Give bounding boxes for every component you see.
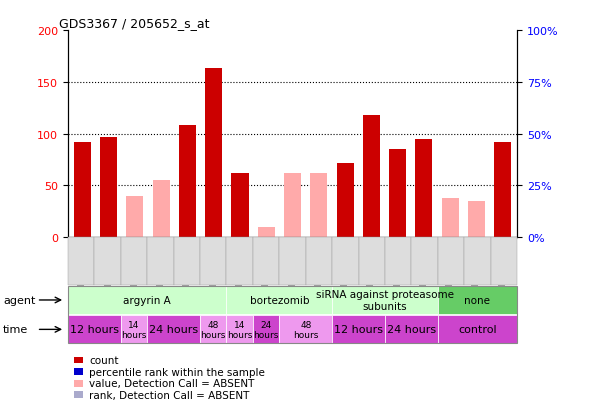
Bar bbox=[126, 196, 144, 237]
Text: time: time bbox=[3, 325, 28, 335]
Text: 24 hours: 24 hours bbox=[387, 325, 436, 335]
Text: count: count bbox=[89, 355, 119, 365]
Bar bbox=[152, 181, 170, 237]
Bar bbox=[494, 142, 511, 237]
Bar bbox=[389, 150, 406, 237]
Text: 48
hours: 48 hours bbox=[200, 320, 226, 339]
Text: 12 hours: 12 hours bbox=[334, 325, 383, 335]
Text: none: none bbox=[465, 295, 491, 305]
Bar bbox=[336, 163, 353, 237]
Bar bbox=[363, 116, 380, 237]
Bar bbox=[74, 142, 91, 237]
Text: rank, Detection Call = ABSENT: rank, Detection Call = ABSENT bbox=[89, 390, 249, 400]
Bar bbox=[100, 137, 117, 237]
Text: GDS3367 / 205652_s_at: GDS3367 / 205652_s_at bbox=[59, 17, 209, 30]
Bar bbox=[441, 198, 459, 237]
Text: 24 hours: 24 hours bbox=[149, 325, 198, 335]
Bar bbox=[284, 173, 301, 237]
Text: 48
hours: 48 hours bbox=[293, 320, 319, 339]
Text: 12 hours: 12 hours bbox=[70, 325, 119, 335]
Text: value, Detection Call = ABSENT: value, Detection Call = ABSENT bbox=[89, 378, 255, 388]
Text: bortezomib: bortezomib bbox=[249, 295, 309, 305]
Text: siRNA against proteasome
subunits: siRNA against proteasome subunits bbox=[316, 290, 454, 311]
Text: control: control bbox=[458, 325, 497, 335]
Bar bbox=[205, 69, 222, 237]
Text: 14
hours: 14 hours bbox=[121, 320, 147, 339]
Bar bbox=[468, 202, 485, 237]
Bar bbox=[258, 227, 275, 237]
Bar bbox=[179, 126, 196, 237]
Text: 14
hours: 14 hours bbox=[227, 320, 252, 339]
Text: argyrin A: argyrin A bbox=[124, 295, 171, 305]
Text: 24
hours: 24 hours bbox=[254, 320, 279, 339]
Bar bbox=[232, 173, 249, 237]
Bar bbox=[415, 140, 433, 237]
Text: percentile rank within the sample: percentile rank within the sample bbox=[89, 367, 265, 377]
Text: agent: agent bbox=[3, 295, 35, 305]
Bar bbox=[310, 173, 327, 237]
